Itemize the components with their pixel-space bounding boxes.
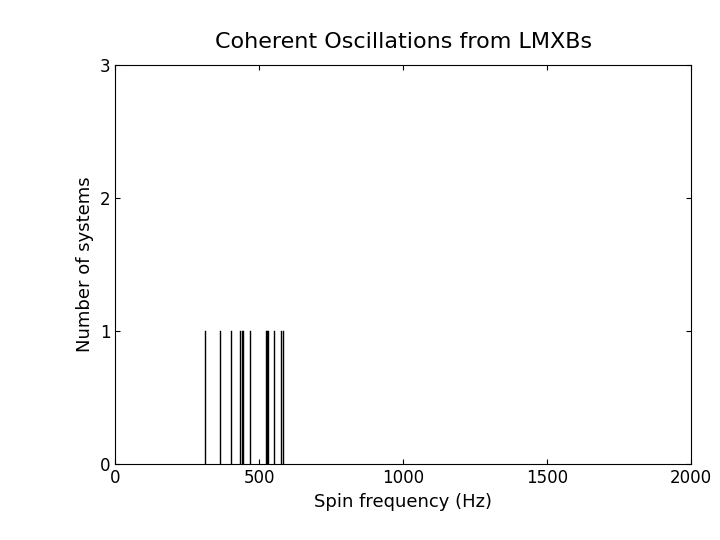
Y-axis label: Number of systems: Number of systems	[76, 177, 94, 353]
Title: Coherent Oscillations from LMXBs: Coherent Oscillations from LMXBs	[215, 32, 592, 52]
X-axis label: Spin frequency (Hz): Spin frequency (Hz)	[314, 493, 492, 511]
